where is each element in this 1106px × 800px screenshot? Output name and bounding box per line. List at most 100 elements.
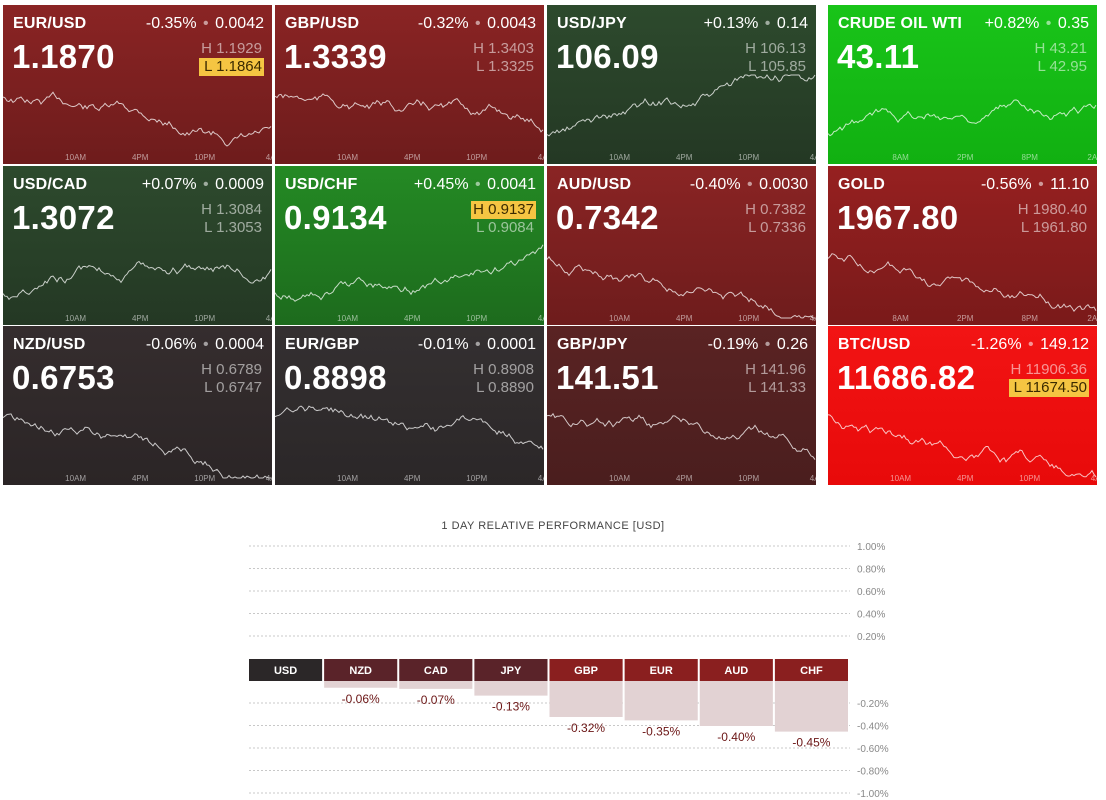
bar-value-label: -0.07% [417,693,455,707]
time-axis-tick: 10AM [65,314,87,323]
ticker-tile-gold[interactable]: GOLD -0.56% • 11.10 1967.80 H 1980.40 L 1961… [828,166,1097,325]
time-axis-tick: 4A [809,474,816,483]
absolute-change: 0.35 [1057,15,1089,32]
time-axis-tick: 10AM [609,153,631,162]
ticker-change: -0.32% • 0.0043 [418,15,536,33]
category-header-cad [399,659,473,681]
separator-dot-icon: • [470,336,486,353]
time-axis-tick: 4PM [675,153,693,162]
time-axis-tick: 10PM [466,474,488,483]
percent-change: -1.26% [970,336,1022,353]
separator-dot-icon: • [198,15,214,32]
time-axis-tick: 4A [1090,474,1097,483]
high-low-range: H 106.13 L 105.85 [743,40,808,76]
time-axis-tick: 8AM [892,153,909,162]
category-label: JPY [501,665,522,677]
ticker-change: +0.13% • 0.14 [704,15,808,33]
ticker-tile-usd-chf[interactable]: USD/CHF +0.45% • 0.0041 0.9134 H 0.9137 L 0.… [275,166,544,325]
category-label: CHF [800,665,823,677]
ticker-change: -0.40% • 0.0030 [690,176,808,194]
y-tick-label: 0.40% [857,610,885,621]
ticker-tile-nzd-usd[interactable]: NZD/USD -0.06% • 0.0004 0.6753 H 0.6789 L 0.… [3,326,272,485]
y-tick-label: 1.00% [857,542,885,553]
separator-dot-icon: • [470,15,486,32]
performance-bar-eur [624,681,698,721]
ticker-change: +0.82% • 0.35 [985,15,1089,33]
bar-value-label: -0.32% [567,721,605,735]
high-low-range: H 0.9137 L 0.9084 [471,201,536,237]
ticker-price: 0.8898 [284,359,387,396]
separator-dot-icon: • [760,336,775,353]
time-axis-tick: 2AM [1087,314,1097,323]
time-axis-tick: 10PM [738,474,760,483]
percent-change: +0.07% [141,176,197,193]
absolute-change: 0.0004 [215,336,264,353]
day-high: H 0.7382 [745,201,806,218]
y-tick-label: -1.00% [857,789,889,800]
y-tick-label: -0.80% [857,767,889,778]
time-axis-tick: 4PM [131,314,149,323]
absolute-change: 0.0043 [487,15,536,32]
category-label: CAD [424,665,448,677]
ticker-tile-gbp-usd[interactable]: GBP/USD -0.32% • 0.0043 1.3339 H 1.3403 L 1.… [275,5,544,164]
time-axis-tick: 10PM [194,314,216,323]
time-axis-tick: 10AM [65,153,87,162]
ticker-symbol: USD/CHF [285,176,358,193]
ticker-tile-gbp-jpy[interactable]: GBP/JPY -0.19% • 0.26 141.51 H 141.96 L 141.… [547,326,816,485]
ticker-price: 1.3072 [12,199,115,236]
ticker-price: 0.9134 [284,199,387,236]
ticker-price: 0.7342 [556,199,659,236]
ticker-symbol: USD/JPY [557,15,627,32]
absolute-change: 0.26 [776,336,808,353]
time-axis-tick: 4PM [403,153,421,162]
performance-bar-jpy [474,681,548,696]
performance-bar-aud [699,681,773,726]
time-axis-tick: 10PM [466,314,488,323]
time-axis-tick: 10AM [65,474,87,483]
sparkline-path [3,91,272,147]
high-low-range: H 1980.40 L 1961.80 [1016,201,1089,237]
ticker-tile-usd-cad[interactable]: USD/CAD +0.07% • 0.0009 1.3072 H 1.3084 L 1.… [3,166,272,325]
sparkline-path [275,93,544,133]
time-axis-tick: 4A [265,153,272,162]
ticker-tile-crude-oil-wti[interactable]: CRUDE OIL WTI +0.82% • 0.35 43.11 H 43.21 L … [828,5,1097,164]
ticker-tile-btc-usd[interactable]: BTC/USD -1.26% • 149.12 11686.82 H 11906.36… [828,326,1097,485]
time-axis-tick: 2AM [1087,153,1097,162]
high-low-range: H 1.3403 L 1.3325 [471,40,536,76]
day-high: H 43.21 [1034,40,1087,57]
ticker-tile-usd-jpy[interactable]: USD/JPY +0.13% • 0.14 106.09 H 106.13 L 105.… [547,5,816,164]
category-header-aud [699,659,773,681]
category-header-usd [249,659,323,681]
time-axis-tick: 10AM [337,474,359,483]
time-axis-tick: 4A [537,474,544,483]
absolute-change: 0.0009 [215,176,264,193]
sparkline-path [828,99,1097,137]
ticker-tile-eur-gbp[interactable]: EUR/GBP -0.01% • 0.0001 0.8898 H 0.8908 L 0.… [275,326,544,485]
ticker-tile-aud-usd[interactable]: AUD/USD -0.40% • 0.0030 0.7342 H 0.7382 L 0.… [547,166,816,325]
ticker-symbol: AUD/USD [557,176,632,193]
ticker-price: 1967.80 [837,199,959,236]
separator-dot-icon: • [1033,176,1049,193]
time-axis-tick: 10AM [337,153,359,162]
day-low: L 1.3325 [476,58,534,75]
ticker-symbol: GOLD [838,176,886,193]
day-high: H 1.3084 [201,201,262,218]
sparkline-path [547,74,816,137]
separator-dot-icon: • [1041,15,1056,32]
time-axis-tick: 10PM [1019,474,1041,483]
percent-change: -0.19% [707,336,759,353]
separator-dot-icon: • [760,15,775,32]
time-axis-tick: 4A [809,153,816,162]
percent-change: -0.06% [145,336,197,353]
ticker-symbol: EUR/GBP [285,336,360,353]
sparkline-chart [275,405,544,450]
bar-value-label: -0.35% [642,724,680,738]
absolute-change: 11.10 [1050,176,1089,193]
time-axis-tick: 8AM [892,314,909,323]
ticker-tile-eur-usd[interactable]: EUR/USD -0.35% • 0.0042 1.1870 H 1.1929 L 1.… [3,5,272,164]
percent-change: -0.35% [145,15,197,32]
day-low: L 105.85 [748,58,806,75]
category-header-eur [624,659,698,681]
time-axis-tick: 4A [809,314,816,323]
